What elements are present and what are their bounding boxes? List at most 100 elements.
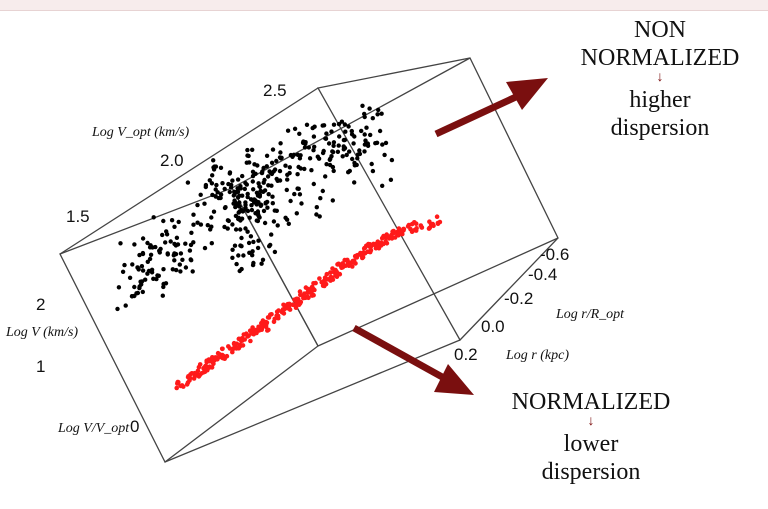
point-non-normalized-39-2: [389, 157, 395, 163]
point-non-normalized-0-2: [115, 306, 120, 312]
point-non-normalized-23-4: [232, 189, 237, 194]
point-normalized-7-7: [234, 341, 239, 347]
point-non-normalized-40-2: [383, 140, 389, 146]
tick-vnorm-0: 0: [130, 417, 139, 436]
point-normalized-24-7: [361, 246, 367, 251]
point-non-normalized-4-2: [156, 273, 161, 278]
point-non-normalized-47-0: [252, 200, 257, 205]
cube-inner-edge: [231, 187, 319, 347]
point-non-normalized-18: [211, 209, 217, 214]
point-non-normalized-14-5: [246, 240, 252, 246]
point-normalized-6-9: [227, 346, 233, 351]
point-non-normalized-25-7: [245, 147, 250, 153]
point-non-normalized-37-1: [343, 129, 348, 134]
point-non-normalized-32: [311, 181, 316, 187]
tick-r-neg-0-6: -0.6: [540, 245, 569, 264]
point-non-normalized-11-3: [207, 178, 212, 183]
point-non-normalized-10-5: [185, 180, 191, 185]
point-non-normalized-38-3: [379, 111, 384, 116]
point-normalized-31-8: [430, 221, 436, 227]
point-non-normalized-16-4: [243, 180, 248, 186]
point-non-normalized-29-5: [306, 145, 311, 150]
point-non-normalized-32-6: [318, 196, 323, 201]
point-non-normalized-7-2: [169, 218, 175, 223]
point-non-normalized-24-6: [258, 202, 263, 207]
point-non-normalized-45-6: [261, 208, 267, 214]
point-non-normalized-34-0: [298, 153, 303, 158]
point-non-normalized-10-4: [218, 192, 224, 197]
point-non-normalized-40-0: [374, 140, 380, 145]
point-normalized-30-4: [409, 221, 415, 227]
tick-r-0-2: 0.2: [454, 345, 478, 364]
point-normalized-21-7: [335, 262, 340, 267]
point-non-normalized-0-6: [132, 284, 137, 290]
point-normalized-25-4: [368, 248, 373, 253]
point-non-normalized-29-1: [336, 143, 341, 148]
point-non-normalized-1-2: [127, 275, 133, 280]
point-non-normalized-20-6: [211, 167, 217, 172]
point-non-normalized-27-6: [261, 165, 266, 171]
point-non-normalized-38-5: [367, 106, 372, 111]
point-normalized-10-7: [253, 327, 259, 333]
point-non-normalized-9-5: [183, 265, 189, 270]
point-non-normalized-40-1: [364, 125, 369, 130]
point-non-normalized-27-3: [255, 163, 260, 168]
arrow-to-non-normalized: [434, 78, 548, 138]
point-normalized-12-9: [266, 315, 272, 320]
point-non-normalized-15-2: [270, 201, 275, 206]
point-normalized-13-7: [275, 313, 280, 319]
point-non-normalized-15-3: [245, 191, 250, 197]
point-non-normalized-14-6: [248, 234, 254, 239]
point-non-normalized-34-3: [292, 126, 298, 131]
point-non-normalized-2-2: [134, 291, 139, 296]
point-non-normalized-35-0: [330, 149, 335, 154]
point-normalized-30-9: [419, 225, 425, 230]
point-non-normalized-36-7: [321, 148, 326, 154]
point-non-normalized-45-1: [262, 220, 268, 226]
point-non-normalized-39-4: [382, 152, 387, 158]
point-non-normalized-47-6: [256, 213, 261, 218]
point-non-normalized-40-6: [368, 132, 373, 138]
non-normalized-line2: NORMALIZED: [580, 45, 740, 71]
point-non-normalized-26-5: [287, 165, 292, 170]
point-non-normalized-44-3: [314, 212, 319, 217]
point-non-normalized-36-6: [327, 162, 333, 168]
axis-label-log-vopt: Log V_opt (km/s): [91, 125, 190, 140]
point-normalized-5-9: [215, 350, 221, 356]
point-non-normalized-28-4: [331, 140, 337, 145]
tick-vopt-2-0: 2.0: [160, 151, 184, 170]
point-non-normalized-43-6: [235, 189, 241, 194]
point-non-normalized-25-4: [270, 147, 276, 152]
point-non-normalized-46-2: [260, 257, 266, 262]
point-non-normalized-32-7: [295, 172, 300, 177]
point-non-normalized-32-0: [320, 188, 325, 194]
point-non-normalized-42-2: [234, 261, 239, 267]
point-non-normalized-29-7: [307, 156, 313, 161]
point-non-normalized-40-3: [362, 142, 368, 147]
point-non-normalized-44-1: [296, 186, 301, 191]
point-normalized-22-9: [345, 257, 350, 263]
point-normalized-23-4: [350, 258, 356, 264]
point-non-normalized-44-7: [314, 205, 319, 210]
point-non-normalized-34-6: [304, 122, 310, 128]
point-non-normalized-41-6: [183, 241, 188, 246]
point-non-normalized-38-0: [376, 107, 381, 113]
point-non-normalized-0-4: [123, 303, 128, 308]
non-normalized-line3: higher: [629, 87, 691, 113]
point-non-normalized-11-0: [214, 182, 219, 188]
point-non-normalized-25-3: [274, 176, 279, 182]
point-normalized-21-8: [340, 261, 346, 266]
point-non-normalized-17-0: [245, 208, 251, 214]
point-non-normalized-33-1: [355, 156, 360, 161]
point-non-normalized-39-6: [388, 177, 394, 182]
tick-vopt-2-5: 2.5: [263, 81, 287, 100]
point-normalized-5-8: [222, 356, 227, 362]
point-non-normalized-43-7: [257, 184, 263, 190]
point-non-normalized-5-3: [140, 251, 146, 257]
point-normalized-14-9: [287, 301, 292, 307]
point-normalized-6-7: [230, 349, 235, 355]
point-non-normalized-29-3: [312, 144, 317, 149]
point-non-normalized-45: [272, 208, 277, 213]
point-non-normalized-45-0: [266, 192, 271, 197]
point-normalized-29-8: [400, 228, 406, 233]
